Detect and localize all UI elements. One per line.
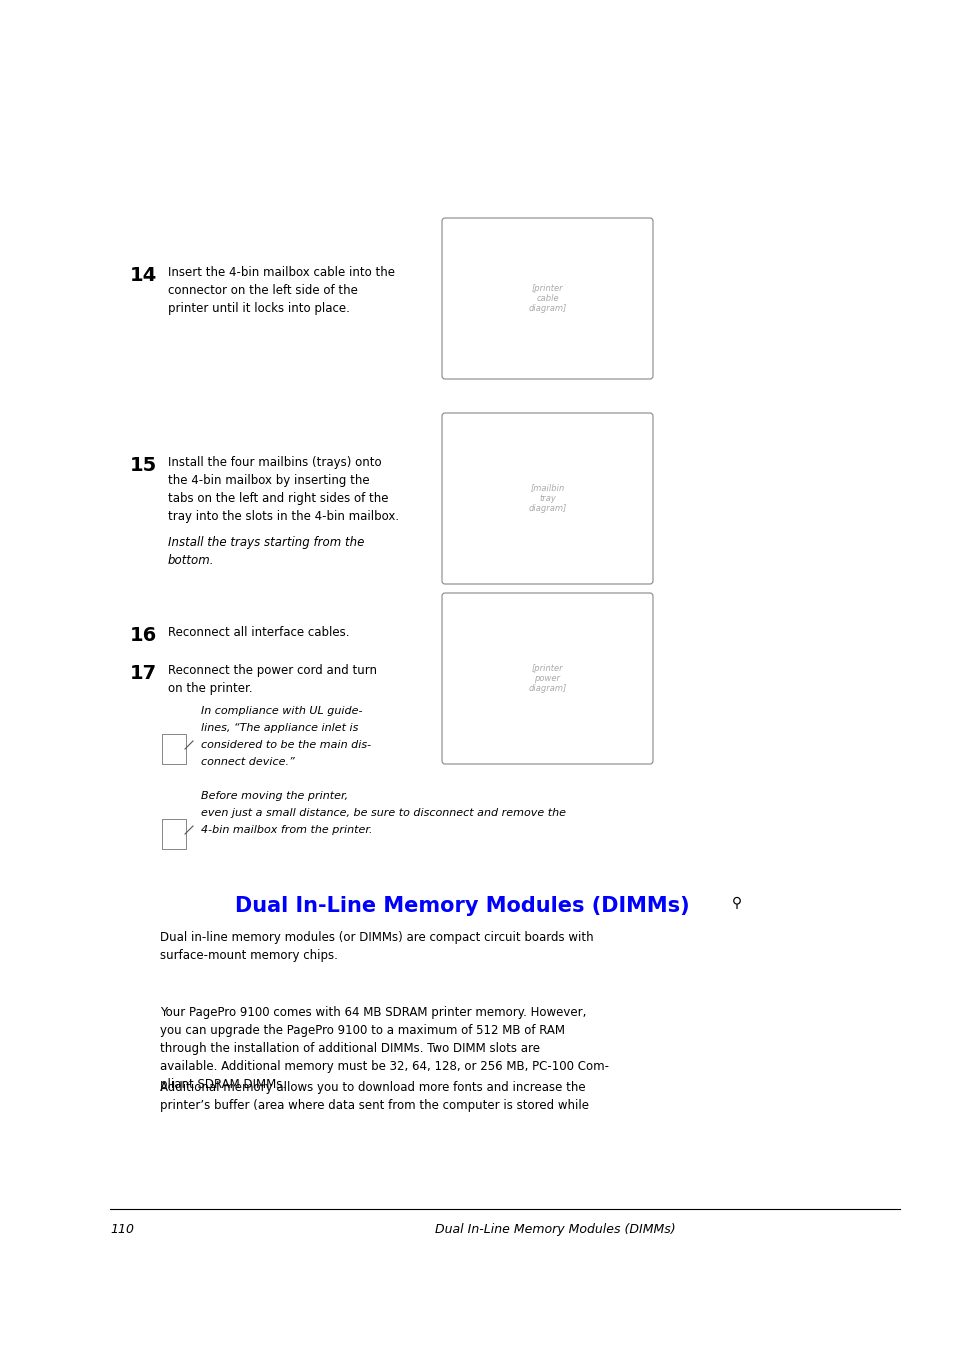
Text: [printer
cable
diagram]: [printer cable diagram] xyxy=(528,284,566,313)
Text: Before moving the printer,: Before moving the printer, xyxy=(201,790,348,801)
Text: the 4-bin mailbox by inserting the: the 4-bin mailbox by inserting the xyxy=(168,474,369,486)
FancyBboxPatch shape xyxy=(441,593,652,765)
Text: [printer
power
diagram]: [printer power diagram] xyxy=(528,663,566,693)
Text: lines, “The appliance inlet is: lines, “The appliance inlet is xyxy=(201,723,358,734)
Text: pliant SDRAM DIMMs.: pliant SDRAM DIMMs. xyxy=(160,1078,286,1092)
Text: printer until it locks into place.: printer until it locks into place. xyxy=(168,303,350,315)
FancyBboxPatch shape xyxy=(162,734,186,765)
Text: 15: 15 xyxy=(130,457,157,476)
Text: Reconnect the power cord and turn: Reconnect the power cord and turn xyxy=(168,663,376,677)
Text: tabs on the left and right sides of the: tabs on the left and right sides of the xyxy=(168,492,388,505)
Text: 17: 17 xyxy=(130,663,157,684)
Text: Install the four mailbins (trays) onto: Install the four mailbins (trays) onto xyxy=(168,457,381,469)
Text: Dual in-line memory modules (or DIMMs) are compact circuit boards with: Dual in-line memory modules (or DIMMs) a… xyxy=(160,931,593,944)
Text: Additional memory allows you to download more fonts and increase the: Additional memory allows you to download… xyxy=(160,1081,585,1094)
FancyBboxPatch shape xyxy=(441,218,652,380)
Text: you can upgrade the PagePro 9100 to a maximum of 512 MB of RAM: you can upgrade the PagePro 9100 to a ma… xyxy=(160,1024,564,1038)
FancyBboxPatch shape xyxy=(162,819,186,848)
Text: surface-mount memory chips.: surface-mount memory chips. xyxy=(160,948,337,962)
Text: connect device.”: connect device.” xyxy=(201,757,294,767)
Text: through the installation of additional DIMMs. Two DIMM slots are: through the installation of additional D… xyxy=(160,1042,539,1055)
Text: 16: 16 xyxy=(130,626,157,644)
Text: printer’s buffer (area where data sent from the computer is stored while: printer’s buffer (area where data sent f… xyxy=(160,1098,588,1112)
Text: 4-bin mailbox from the printer.: 4-bin mailbox from the printer. xyxy=(201,825,372,835)
Text: 14: 14 xyxy=(130,266,157,285)
Text: In compliance with UL guide-: In compliance with UL guide- xyxy=(201,707,362,716)
Text: ⚲: ⚲ xyxy=(731,896,741,911)
Text: considered to be the main dis-: considered to be the main dis- xyxy=(201,740,371,750)
Text: Your PagePro 9100 comes with 64 MB SDRAM printer memory. However,: Your PagePro 9100 comes with 64 MB SDRAM… xyxy=(160,1006,586,1019)
Text: [mailbin
tray
diagram]: [mailbin tray diagram] xyxy=(528,484,566,513)
Text: Install the trays starting from the: Install the trays starting from the xyxy=(168,536,364,549)
Text: on the printer.: on the printer. xyxy=(168,682,253,694)
Text: Insert the 4-bin mailbox cable into the: Insert the 4-bin mailbox cable into the xyxy=(168,266,395,280)
Text: available. Additional memory must be 32, 64, 128, or 256 MB, PC-100 Com-: available. Additional memory must be 32,… xyxy=(160,1061,608,1073)
Text: bottom.: bottom. xyxy=(168,554,214,567)
Text: even just a small distance, be sure to disconnect and remove the: even just a small distance, be sure to d… xyxy=(201,808,565,817)
Text: Dual In-Line Memory Modules (DIMMs): Dual In-Line Memory Modules (DIMMs) xyxy=(234,896,689,916)
Text: Reconnect all interface cables.: Reconnect all interface cables. xyxy=(168,626,349,639)
Text: Dual In-Line Memory Modules (DIMMs): Dual In-Line Memory Modules (DIMMs) xyxy=(435,1223,675,1236)
Text: tray into the slots in the 4-bin mailbox.: tray into the slots in the 4-bin mailbox… xyxy=(168,509,398,523)
Text: 110: 110 xyxy=(110,1223,133,1236)
FancyBboxPatch shape xyxy=(441,413,652,584)
Text: connector on the left side of the: connector on the left side of the xyxy=(168,284,357,297)
